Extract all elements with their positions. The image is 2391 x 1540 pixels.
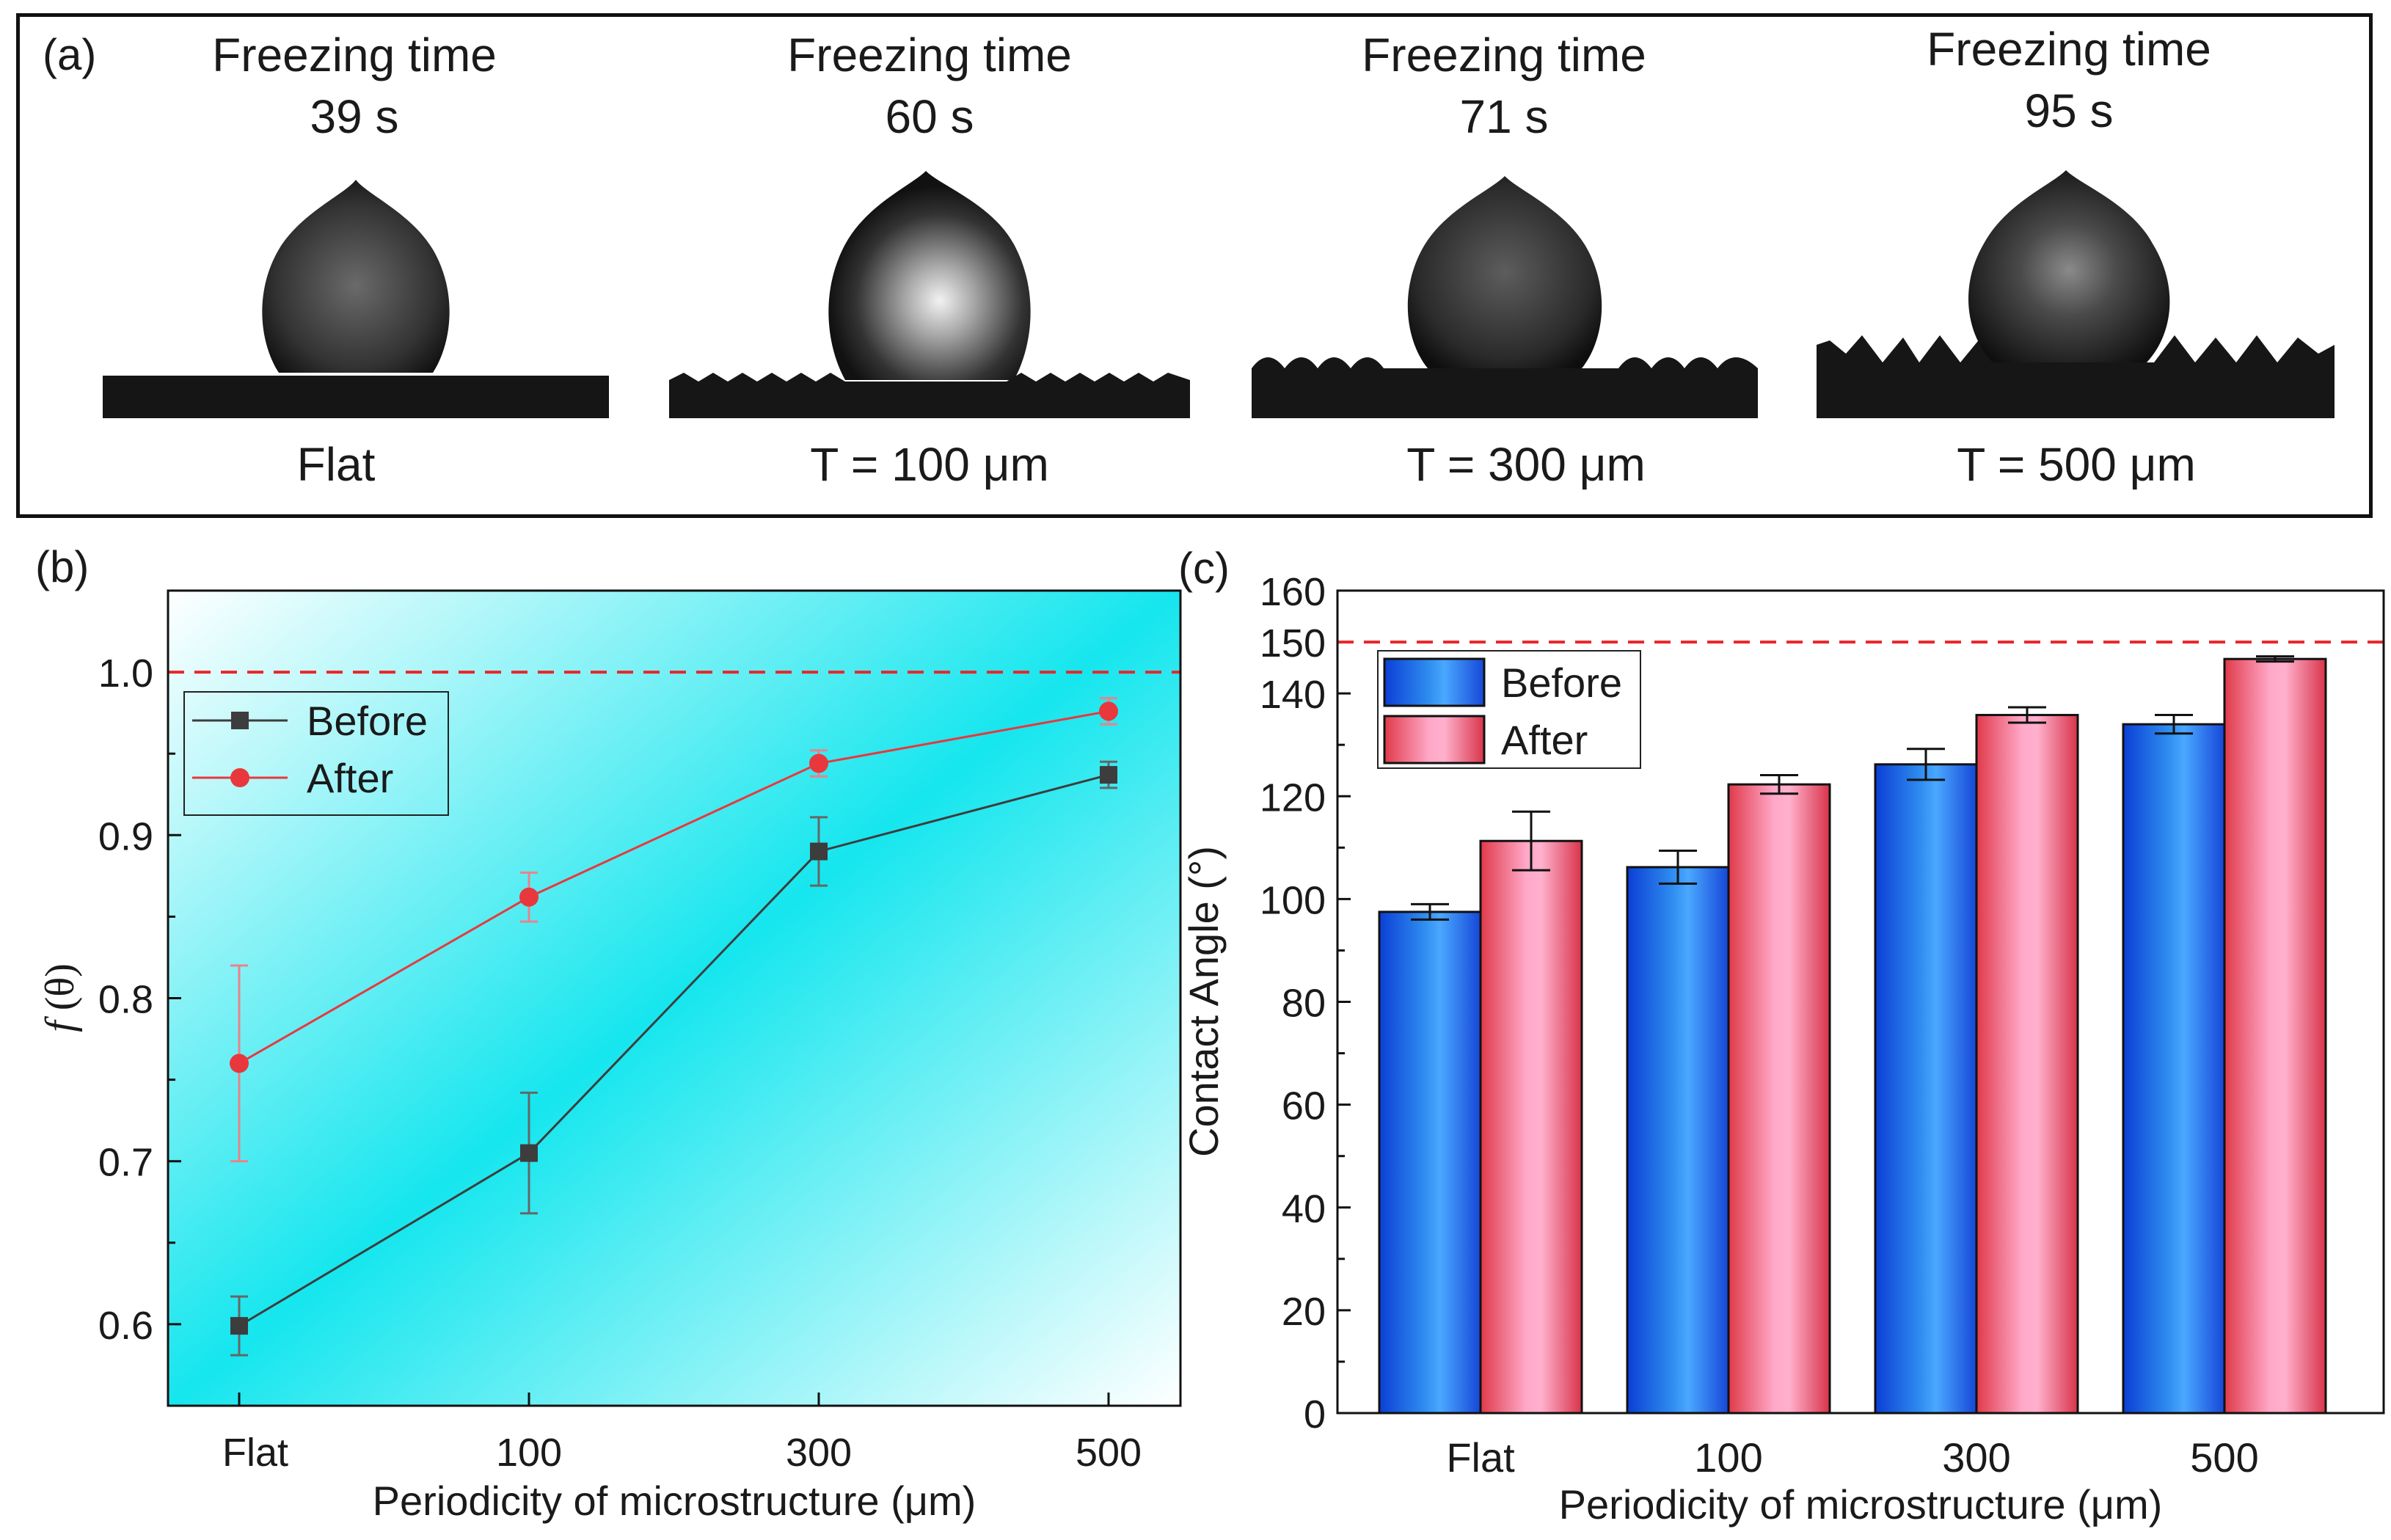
b-xtick-label: 300 <box>786 1431 852 1475</box>
c-ytick-label: 20 <box>1282 1290 1326 1334</box>
c-bar-after <box>2223 657 2327 1415</box>
b-xtick-label: 500 <box>1076 1431 1142 1475</box>
droplet-image-500um <box>1817 170 2335 418</box>
c-ytick-label: 160 <box>1260 570 1326 614</box>
freeze-title-2: Freezing time <box>787 29 1072 81</box>
c-ytick-label: 100 <box>1260 878 1326 922</box>
b-xlabel: Periodicity of microstructure (μm) <box>373 1478 977 1524</box>
c-ytick-label: 150 <box>1260 621 1326 665</box>
c-legend-swatch-after <box>1383 715 1486 764</box>
droplet-image-flat <box>103 180 609 418</box>
c-legend-swatch-before <box>1383 657 1486 707</box>
c-ytick-label: 0 <box>1304 1393 1326 1437</box>
freeze-title-1: Freezing time <box>212 29 497 81</box>
c-xtick-label: Flat <box>1446 1434 1515 1481</box>
plot-b-frame <box>167 589 1182 1407</box>
b-xtick-label: 100 <box>496 1431 562 1475</box>
b-point-after <box>519 887 539 907</box>
b-ytick-label: 0.8 <box>98 978 153 1022</box>
b-ylabel: f (θ) <box>37 963 83 1032</box>
b-series-line-before <box>238 773 1109 1327</box>
b-point-after <box>809 753 828 773</box>
freeze-title-4: Freezing time <box>1927 23 2211 76</box>
freeze-value-4: 95 s <box>2024 84 2114 137</box>
freeze-title-3: Freezing time <box>1362 29 1646 81</box>
c-xlabel: Periodicity of microstructure (μm) <box>1559 1481 2163 1528</box>
panel-b-label: (b) <box>35 542 90 591</box>
c-xtick-label: 100 <box>1694 1434 1762 1481</box>
c-bar-after <box>1727 783 1831 1415</box>
c-ytick-label: 140 <box>1260 673 1326 717</box>
c-bar-before <box>1378 911 1482 1415</box>
freeze-value-3: 71 s <box>1459 90 1549 143</box>
c-legend-label-after: After <box>1501 717 1588 763</box>
b-series-line-after <box>238 709 1109 1065</box>
plot-b-background <box>168 591 1180 1406</box>
freeze-value-1: 39 s <box>310 90 399 143</box>
b-ytick-label: 1.0 <box>98 652 153 696</box>
c-xtick-label: 500 <box>2190 1434 2258 1481</box>
b-legend-marker-before <box>231 712 249 729</box>
b-point-before <box>1100 766 1117 784</box>
b-legend-label-after: After <box>307 755 393 801</box>
plot-c-frame <box>1336 589 2385 1415</box>
b-legend-label-before: Before <box>307 698 428 744</box>
chart-c: 0 20 40 60 80 100 120 140 150 160 Flat 100 300 500 Be… <box>1180 570 2385 1528</box>
b-point-after <box>1099 701 1118 721</box>
c-ytick-label: 60 <box>1282 1084 1326 1128</box>
surface-label-3: T = 300 μm <box>1406 438 1646 491</box>
surface-label-1: Flat <box>296 438 376 491</box>
c-bar-before <box>1626 866 1730 1415</box>
b-ytick-label: 0.9 <box>98 814 153 858</box>
b-ytick-label: 0.7 <box>98 1141 153 1185</box>
b-ylabel-theta: (θ) <box>37 963 83 1021</box>
b-point-after <box>230 1054 249 1073</box>
c-bar-after <box>1975 714 2079 1415</box>
c-ytick-label: 80 <box>1282 982 1326 1026</box>
droplet-image-100um <box>669 171 1190 418</box>
c-ytick-label: 40 <box>1282 1187 1326 1231</box>
chart-b: 0.6 0.7 0.8 0.9 1.0 Flat 100 300 500 Before After… <box>37 589 1182 1524</box>
c-ytick-label: 120 <box>1260 776 1326 820</box>
c-ylabel: Contact Angle (°) <box>1180 846 1227 1157</box>
c-xtick-label: 300 <box>1942 1434 2010 1481</box>
b-legend-box <box>183 691 449 816</box>
b-point-before <box>230 1317 248 1335</box>
c-bar-before <box>2122 723 2226 1415</box>
b-ytick-label: 0.6 <box>98 1304 153 1348</box>
panel-a-frame <box>16 13 2373 518</box>
surface-label-4: T = 500 μm <box>1957 438 2196 491</box>
c-bar-before <box>1874 763 1978 1415</box>
panel-c-label: (c) <box>1178 544 1230 593</box>
panel-a-label: (a) <box>43 30 97 79</box>
b-point-before <box>520 1144 538 1162</box>
surface-label-2: T = 100 μm <box>810 438 1049 491</box>
c-bar-after <box>1479 839 1583 1415</box>
freeze-value-2: 60 s <box>885 90 974 143</box>
b-legend-marker-after <box>230 768 249 787</box>
b-point-before <box>810 842 828 861</box>
c-legend-label-before: Before <box>1501 660 1622 706</box>
droplet-image-300um <box>1252 176 1758 418</box>
b-xtick-label: Flat <box>222 1431 288 1475</box>
